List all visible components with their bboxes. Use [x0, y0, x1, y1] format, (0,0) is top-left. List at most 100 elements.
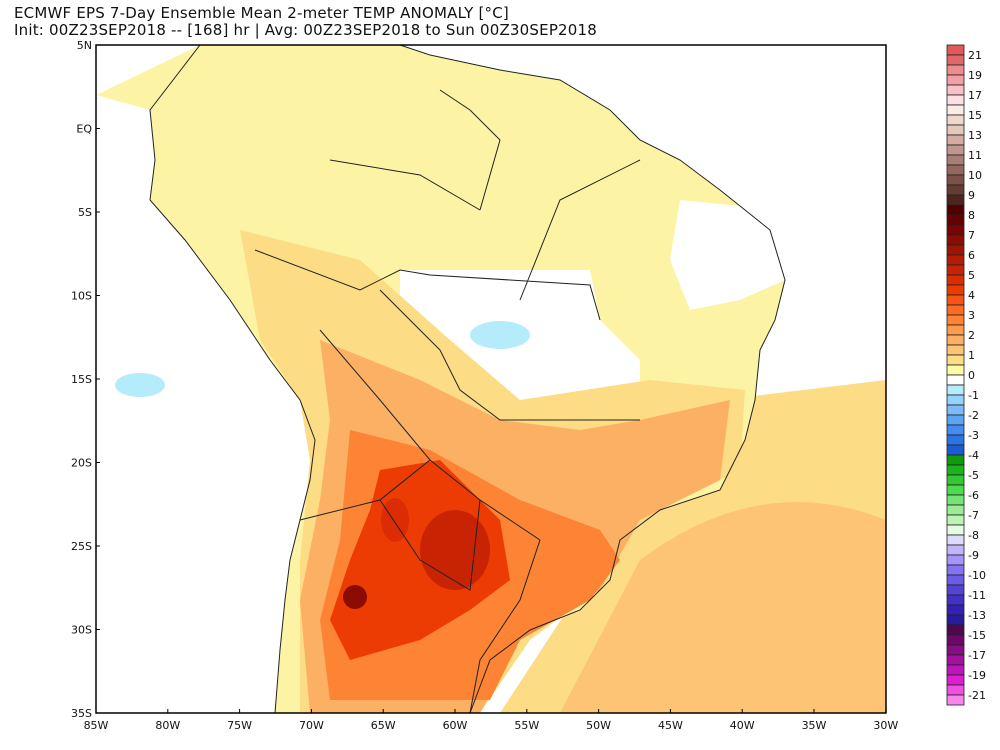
colorbar-swatch — [946, 634, 965, 646]
colorbar-swatch — [946, 354, 965, 366]
colorbar-swatch — [946, 594, 965, 606]
colorbar-swatch — [946, 64, 965, 76]
colorbar-swatch — [946, 94, 965, 106]
colorbar-label: -13 — [968, 609, 986, 622]
coastline — [149, 45, 786, 713]
colorbar-swatch — [946, 234, 965, 246]
colorbar-swatch — [946, 694, 965, 706]
colorbar-label: -6 — [968, 489, 979, 502]
colorbar-swatch — [946, 574, 965, 586]
colorbar-label: -15 — [968, 629, 986, 642]
colorbar-label: 21 — [968, 49, 982, 62]
cool-anomaly-patch — [115, 373, 165, 397]
warm-anomaly-core — [381, 498, 409, 542]
colorbar-label: 4 — [968, 289, 975, 302]
lat-tick-label: EQ — [76, 123, 92, 136]
colorbar-label: 8 — [968, 209, 975, 222]
colorbar-swatch — [946, 104, 965, 116]
colorbar-label: 19 — [968, 69, 982, 82]
colorbar-label: -8 — [968, 529, 979, 542]
lon-tick-label: 65W — [371, 719, 396, 732]
colorbar-label: 11 — [968, 149, 982, 162]
colorbar-swatch — [946, 434, 965, 446]
lon-tick-label: 60W — [443, 719, 468, 732]
colorbar-label: 15 — [968, 109, 982, 122]
colorbar-swatch — [946, 84, 965, 96]
colorbar-swatch — [946, 74, 965, 86]
colorbar-label: 6 — [968, 249, 975, 262]
colorbar-label: 9 — [968, 189, 975, 202]
colorbar-swatch — [946, 534, 965, 546]
colorbar-swatch — [946, 134, 965, 146]
colorbar-swatch — [946, 224, 965, 236]
colorbar-swatch — [946, 644, 965, 656]
colorbar-label: -5 — [968, 469, 979, 482]
colorbar-label: -2 — [968, 409, 979, 422]
colorbar-swatch — [946, 454, 965, 466]
colorbar-swatch — [946, 304, 965, 316]
colorbar-swatch — [946, 194, 965, 206]
colorbar-swatch — [946, 654, 965, 666]
colorbar-label: -9 — [968, 549, 979, 562]
colorbar-swatch — [946, 314, 965, 326]
cool-anomaly-patch — [470, 321, 530, 349]
colorbar-swatch — [946, 244, 965, 256]
colorbar-label: 7 — [968, 229, 975, 242]
colorbar-swatch — [946, 404, 965, 416]
colorbar-label: -21 — [968, 689, 986, 702]
colorbar-label: 0 — [968, 369, 975, 382]
colorbar-swatch — [946, 484, 965, 496]
colorbar-swatch — [946, 544, 965, 556]
colorbar-swatch — [946, 684, 965, 696]
colorbar-label: -17 — [968, 649, 986, 662]
lon-tick-label: 40W — [730, 719, 755, 732]
colorbar-swatch — [946, 44, 965, 56]
colorbar-swatch — [946, 444, 965, 456]
colorbar-swatch — [946, 274, 965, 286]
atlantic-anomaly-orange — [560, 502, 886, 713]
colorbar-label: 5 — [968, 269, 975, 282]
colorbar-swatch — [946, 264, 965, 276]
lat-tick-label: 35S — [71, 707, 92, 720]
colorbar-swatch — [946, 124, 965, 136]
colorbar-swatch — [946, 614, 965, 626]
lon-tick-label: 35W — [802, 719, 827, 732]
colorbar-swatch — [946, 494, 965, 506]
colorbar-label: -7 — [968, 509, 979, 522]
colorbar-swatch — [946, 384, 965, 396]
colorbar-swatch — [946, 464, 965, 476]
colorbar-swatch — [946, 414, 965, 426]
colorbar-swatch — [946, 504, 965, 516]
warm-anomaly-core — [343, 585, 367, 609]
colorbar-label: -4 — [968, 449, 979, 462]
map-title: ECMWF EPS 7-Day Ensemble Mean 2-meter TE… — [14, 4, 509, 22]
lon-tick-label: 70W — [299, 719, 324, 732]
lon-tick-label: 85W — [84, 719, 109, 732]
colorbar-swatch — [946, 154, 965, 166]
lon-tick-label: 50W — [586, 719, 611, 732]
colorbar-label: 1 — [968, 349, 975, 362]
lon-tick-label: 55W — [514, 719, 539, 732]
colorbar-swatch — [946, 584, 965, 596]
lat-tick-label: 20S — [71, 457, 92, 470]
colorbar-swatch — [946, 214, 965, 226]
colorbar-swatch — [946, 604, 965, 616]
colorbar-swatch — [946, 334, 965, 346]
colorbar-swatch — [946, 524, 965, 536]
colorbar-swatch — [946, 204, 965, 216]
colorbar-label: 2 — [968, 329, 975, 342]
lon-tick-label: 80W — [155, 719, 180, 732]
colorbar-label: -19 — [968, 669, 986, 682]
colorbar-swatch — [946, 364, 965, 376]
colorbar-swatch — [946, 164, 965, 176]
colorbar-swatch — [946, 624, 965, 636]
colorbar-swatch — [946, 664, 965, 676]
neutral-anomaly-northeast — [670, 200, 785, 310]
colorbar-swatch — [946, 374, 965, 386]
colorbar-swatch — [946, 394, 965, 406]
lat-tick-label: 15S — [71, 373, 92, 386]
lat-tick-label: 5N — [77, 39, 92, 52]
colorbar-swatch — [946, 424, 965, 436]
colorbar-swatch — [946, 284, 965, 296]
